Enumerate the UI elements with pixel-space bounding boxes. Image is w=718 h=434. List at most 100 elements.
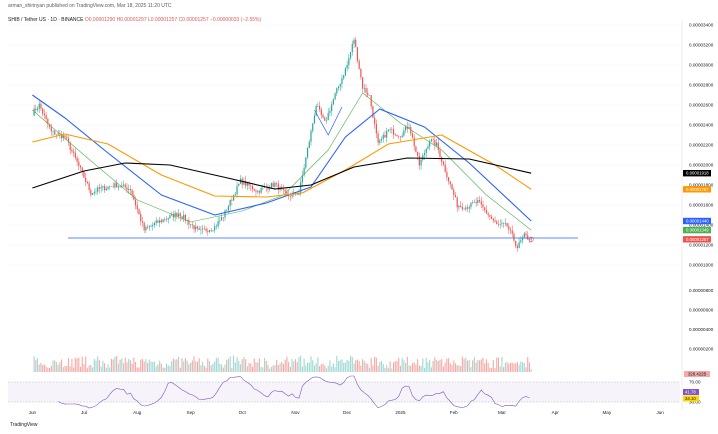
- candle-body: [370, 95, 372, 107]
- volume-bar: [358, 360, 360, 372]
- candle-body: [257, 190, 259, 192]
- volume-bar: [150, 361, 152, 372]
- candle-body: [66, 137, 68, 139]
- volume-bar: [229, 356, 231, 372]
- time-tick-label: Oct: [239, 410, 247, 415]
- candle-body: [444, 164, 446, 172]
- volume-bar: [124, 357, 126, 372]
- candle-body: [105, 188, 107, 191]
- candle-body: [501, 223, 503, 225]
- volume-bar: [121, 358, 123, 372]
- symbol-name[interactable]: SHIB / Tether US · 1D · BINANCE: [8, 17, 84, 23]
- candle-body: [48, 124, 51, 128]
- candle-body: [171, 214, 173, 216]
- candle-body: [212, 230, 214, 231]
- candle-body: [418, 155, 420, 166]
- candle-body: [377, 133, 379, 143]
- price-pane: 0.00003400 0.00003200 0.00003000 0.00002800…: [8, 20, 714, 410]
- volume-bar: [365, 363, 367, 372]
- candle-body: [435, 142, 438, 146]
- candle-body: [76, 157, 78, 162]
- price-tick-label: 0.00001400: [689, 223, 714, 228]
- candle-body: [198, 228, 200, 230]
- price-badge: [683, 217, 711, 225]
- candle-body: [69, 142, 71, 150]
- volume-bar: [320, 364, 322, 372]
- candle-body: [164, 219, 166, 220]
- candle-body: [327, 112, 329, 120]
- volume-bar: [174, 359, 176, 372]
- volume-bar: [165, 363, 168, 372]
- candle-body: [100, 187, 102, 189]
- candle-body: [91, 193, 94, 195]
- volume-bar: [289, 366, 291, 372]
- volume-bar: [528, 362, 530, 372]
- volume-bar: [136, 367, 138, 372]
- candle-body: [456, 197, 458, 208]
- y-gridlines: [8, 24, 680, 266]
- candle-body: [177, 213, 180, 217]
- volume-bar: [344, 362, 346, 372]
- volume-bar: [128, 359, 130, 372]
- volume-bar: [384, 367, 386, 372]
- volume-bar: [117, 363, 119, 372]
- volume-bar: [74, 357, 76, 372]
- volume-bar: [296, 362, 298, 372]
- volume-bar: [164, 367, 166, 372]
- volume-bar: [444, 362, 446, 372]
- candle-body: [184, 215, 187, 221]
- volume-bar: [403, 360, 405, 372]
- candle-body: [208, 230, 211, 232]
- price-tick-label: 0.00001000: [689, 263, 714, 268]
- candle-body: [159, 220, 161, 223]
- candle-body: [449, 181, 451, 185]
- candle-body: [57, 133, 59, 135]
- time-tick-label: Nov: [291, 410, 300, 415]
- volume-axis[interactable]: 0.00000800 0.00000600 0.00000400 0.00000200…: [684, 288, 714, 377]
- volume-bar: [413, 362, 415, 372]
- price-badge-label: 0.00001757: [686, 187, 709, 192]
- candle-body: [43, 113, 45, 116]
- price-tick-label: 0.00001800: [689, 183, 714, 188]
- candle-body: [508, 226, 510, 230]
- candle-body: [325, 119, 328, 121]
- candle-body: [243, 180, 245, 185]
- volume-bar: [217, 357, 219, 372]
- volume-bar: [78, 357, 80, 372]
- volume-bar: [303, 358, 305, 372]
- candle-body: [272, 183, 274, 187]
- candle-body: [270, 183, 273, 189]
- volume-bar: [425, 357, 427, 372]
- volume-bar: [439, 360, 441, 372]
- volume-bar: [55, 361, 57, 372]
- candle-body: [513, 233, 515, 241]
- candle-body: [499, 224, 501, 225]
- time-axis[interactable]: Jun Jul Aug Sep Oct Nov Dec 2025 Feb Mar Apr May Jun: [29, 410, 665, 415]
- volume-bar: [233, 355, 235, 372]
- tradingview-logo[interactable]: TradingView: [10, 422, 38, 428]
- volume-bar: [59, 362, 61, 372]
- volume-bar: [508, 363, 510, 372]
- volume-bar: [143, 361, 145, 372]
- volume-bar: [184, 358, 186, 372]
- candle-body: [439, 149, 441, 158]
- volume-bar: [148, 359, 150, 372]
- candle-body: [329, 111, 331, 113]
- price-axis[interactable]: 0.00003400 0.00003200 0.00003000 0.00002800…: [689, 23, 714, 268]
- volume-bar: [195, 361, 197, 372]
- volume-bar: [509, 362, 512, 372]
- volume-bar: [272, 365, 274, 372]
- candle-body: [312, 123, 314, 131]
- candle-body: [160, 220, 162, 223]
- candle-body: [52, 130, 54, 132]
- symbol-legend[interactable]: SHIB / Tether US · 1D · BINANCE O0.00001…: [8, 17, 261, 23]
- volume-tick-label: 0.00000600: [689, 308, 714, 313]
- candle-body: [262, 187, 264, 189]
- volume-bar: [153, 361, 156, 372]
- candle-body: [313, 115, 316, 124]
- candle-body: [54, 130, 56, 135]
- candle-body: [255, 190, 257, 192]
- candle-body: [224, 210, 226, 218]
- candle-body: [236, 185, 238, 195]
